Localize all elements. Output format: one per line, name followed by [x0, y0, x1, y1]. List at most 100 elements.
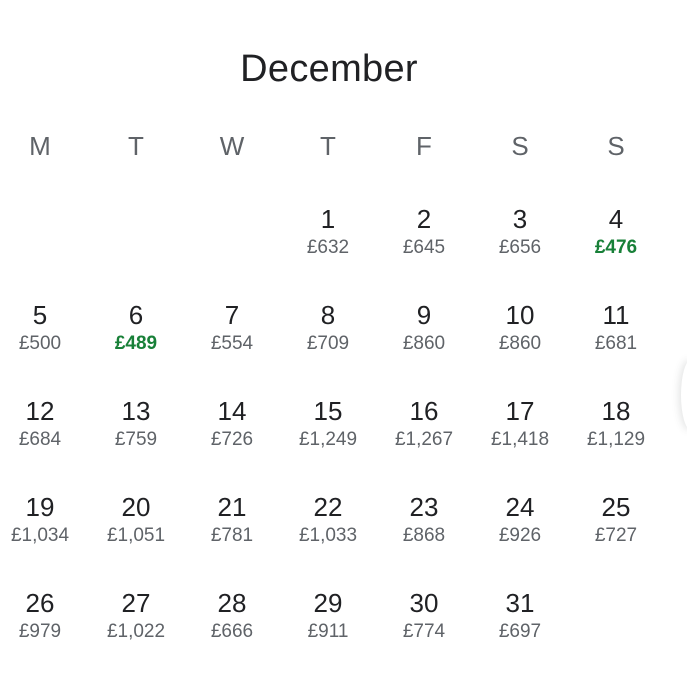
day-cell-16[interactable]: 16 £1,267: [376, 384, 472, 480]
day-number: 31: [505, 588, 535, 618]
day-cell-8[interactable]: 8 £709: [280, 288, 376, 384]
day-price-low: £489: [114, 333, 158, 354]
day-cell-22[interactable]: 22 £1,033: [280, 480, 376, 576]
day-cell-7[interactable]: 7 £554: [184, 288, 280, 384]
day-number: 9: [416, 300, 432, 330]
day-number: 28: [217, 588, 247, 618]
weekday-monday: M: [29, 131, 51, 161]
day-price: £1,129: [586, 429, 646, 450]
day-number: 22: [313, 492, 343, 522]
day-price: £979: [18, 621, 62, 642]
day-number: 21: [217, 492, 247, 522]
day-price: £1,033: [298, 525, 358, 546]
day-price: £726: [210, 429, 254, 450]
day-cell-25[interactable]: 25 £727: [568, 480, 664, 576]
day-price: £632: [306, 237, 350, 258]
day-cell-11[interactable]: 11 £681: [568, 288, 664, 384]
day-cell-23[interactable]: 23 £868: [376, 480, 472, 576]
day-cell-24[interactable]: 24 £926: [472, 480, 568, 576]
day-cell-1[interactable]: 1 £632: [280, 192, 376, 288]
day-number: 25: [601, 492, 631, 522]
day-cell-18[interactable]: 18 £1,129: [568, 384, 664, 480]
empty-day-cell: [0, 192, 88, 288]
day-number: 30: [409, 588, 439, 618]
day-number: 29: [313, 588, 343, 618]
day-number: 23: [409, 492, 439, 522]
weekday-header-row: M T W T F S S: [0, 128, 664, 168]
empty-day-cell: [184, 192, 280, 288]
day-cell-12[interactable]: 12 £684: [0, 384, 88, 480]
day-price: £911: [307, 621, 349, 642]
day-number: 13: [121, 396, 151, 426]
day-price: £860: [498, 333, 542, 354]
day-cell-27[interactable]: 27 £1,022: [88, 576, 184, 672]
day-number: 27: [121, 588, 151, 618]
day-cell-31[interactable]: 31 £697: [472, 576, 568, 672]
day-number: 12: [25, 396, 55, 426]
day-number: 3: [512, 204, 528, 234]
day-cell-4[interactable]: 4 £476: [568, 192, 664, 288]
day-price: £774: [402, 621, 446, 642]
day-cell-29[interactable]: 29 £911: [280, 576, 376, 672]
weekday-saturday: S: [511, 131, 529, 161]
weekday-sunday: S: [607, 131, 625, 161]
day-cell-21[interactable]: 21 £781: [184, 480, 280, 576]
day-cell-9[interactable]: 9 £860: [376, 288, 472, 384]
day-cell-15[interactable]: 15 £1,249: [280, 384, 376, 480]
day-price: £1,051: [106, 525, 166, 546]
day-number: 11: [602, 300, 630, 330]
day-number: 17: [505, 396, 535, 426]
day-cell-26[interactable]: 26 £979: [0, 576, 88, 672]
day-price: £684: [18, 429, 62, 450]
day-price: £860: [402, 333, 446, 354]
day-number: 5: [32, 300, 48, 330]
day-cell-28[interactable]: 28 £666: [184, 576, 280, 672]
day-number: 4: [608, 204, 624, 234]
day-price: £500: [18, 333, 62, 354]
day-price: £1,249: [298, 429, 358, 450]
weekday-friday: F: [416, 131, 432, 161]
next-month-edge[interactable]: [681, 360, 687, 430]
day-number: 16: [409, 396, 439, 426]
day-cell-10[interactable]: 10 £860: [472, 288, 568, 384]
day-price: £1,418: [490, 429, 550, 450]
day-cell-2[interactable]: 2 £645: [376, 192, 472, 288]
day-cell-30[interactable]: 30 £774: [376, 576, 472, 672]
day-price: £697: [498, 621, 542, 642]
day-number: 15: [313, 396, 343, 426]
day-number: 7: [224, 300, 240, 330]
day-price: £666: [210, 621, 254, 642]
day-cell-19[interactable]: 19 £1,034: [0, 480, 88, 576]
day-price: £727: [594, 525, 638, 546]
day-cell-13[interactable]: 13 £759: [88, 384, 184, 480]
day-number: 1: [320, 204, 336, 234]
weekday-tuesday: T: [128, 131, 144, 161]
day-number: 10: [505, 300, 535, 330]
day-number: 20: [121, 492, 151, 522]
day-price: £554: [210, 333, 254, 354]
day-number: 26: [25, 588, 55, 618]
weekday-wednesday: W: [219, 131, 245, 161]
day-price: £681: [594, 333, 638, 354]
day-number: 6: [128, 300, 144, 330]
day-cell-17[interactable]: 17 £1,418: [472, 384, 568, 480]
day-price: £781: [210, 525, 254, 546]
day-price: £645: [402, 237, 446, 258]
day-number: 18: [601, 396, 631, 426]
day-cell-5[interactable]: 5 £500: [0, 288, 88, 384]
day-cell-6[interactable]: 6 £489: [88, 288, 184, 384]
day-number: 14: [217, 396, 247, 426]
day-price: £868: [402, 525, 446, 546]
day-cell-3[interactable]: 3 £656: [472, 192, 568, 288]
day-price: £1,022: [106, 621, 166, 642]
empty-day-cell: [88, 192, 184, 288]
weekday-thursday: T: [320, 131, 336, 161]
day-price: £759: [114, 429, 158, 450]
day-cell-20[interactable]: 20 £1,051: [88, 480, 184, 576]
day-price: £1,034: [10, 525, 70, 546]
day-number: 8: [320, 300, 336, 330]
day-price: £926: [498, 525, 542, 546]
calendar-day-grid: 1 £632 2 £645 3 £656 4 £476 5 £500 6 £489 7 £554 8 £709…: [0, 192, 664, 672]
day-cell-14[interactable]: 14 £726: [184, 384, 280, 480]
day-price: £1,267: [394, 429, 454, 450]
